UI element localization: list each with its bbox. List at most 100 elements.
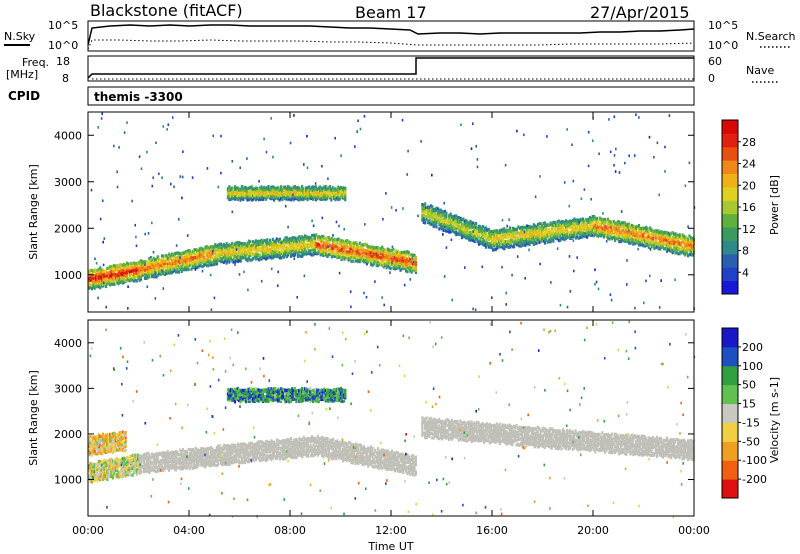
power-cell	[674, 235, 677, 239]
power-cell	[473, 239, 476, 244]
power-noise-cell	[463, 219, 466, 223]
power-cell	[545, 223, 548, 227]
power-cell	[222, 244, 225, 249]
power-noise-cell	[126, 121, 128, 124]
power-noise-cell	[99, 217, 102, 221]
power-cell	[619, 222, 622, 226]
power-cell	[205, 263, 208, 268]
power-cell	[439, 219, 442, 223]
power-cell	[311, 244, 314, 248]
power-cell	[386, 258, 389, 262]
power-cell	[337, 241, 340, 245]
power-cell	[333, 187, 336, 191]
power-cell	[458, 216, 461, 220]
power-cell	[402, 259, 405, 263]
power-cell	[594, 218, 597, 222]
power-cell	[118, 278, 122, 282]
power-cell	[236, 243, 239, 247]
power-cell	[95, 284, 98, 288]
power-cell	[668, 236, 671, 240]
velocity-cell	[107, 461, 110, 466]
power-cell	[294, 246, 297, 250]
power-cell	[228, 189, 231, 193]
power-cell	[197, 252, 200, 256]
power-cell	[354, 259, 357, 263]
power-cell	[175, 270, 178, 274]
power-cell	[499, 238, 502, 242]
velocity-cell	[132, 462, 136, 466]
power-cell	[639, 240, 642, 244]
power-cell	[517, 240, 520, 244]
power-cell	[239, 246, 242, 250]
velocity-cell	[148, 464, 151, 468]
power-cell	[203, 248, 206, 252]
velocity-cell	[113, 471, 116, 475]
power-cell	[287, 253, 290, 257]
power-cell	[314, 196, 317, 200]
power-cell	[594, 231, 597, 235]
power-cell	[146, 260, 150, 264]
power-cell	[298, 239, 301, 243]
power-cell	[681, 239, 684, 244]
velocity-cell	[123, 440, 126, 445]
power-cell	[503, 232, 506, 236]
power-cell	[622, 230, 625, 235]
power-cell	[348, 240, 352, 244]
velocity-cell	[114, 468, 117, 472]
power-cell	[470, 221, 473, 225]
power-cell	[625, 228, 628, 232]
power-cell	[285, 255, 288, 259]
power-cell	[649, 238, 652, 242]
power-cell	[299, 242, 302, 246]
velocity-cell	[145, 460, 148, 464]
power-cell	[222, 243, 225, 247]
power-cell	[283, 243, 286, 247]
power-cell	[639, 230, 642, 235]
power-cell	[371, 245, 374, 249]
power-cell	[389, 256, 392, 260]
power-cell	[452, 221, 455, 225]
power-cell	[632, 242, 635, 246]
power-cell	[299, 191, 302, 195]
power-cell	[500, 230, 503, 234]
power-cell	[347, 256, 350, 260]
power-cell	[252, 248, 255, 252]
power-cell	[156, 264, 159, 268]
power-cell	[543, 228, 547, 232]
power-cell	[527, 242, 530, 246]
power-cell	[219, 259, 223, 263]
power-cell	[340, 186, 343, 190]
power-cell	[361, 249, 364, 253]
power-cell	[324, 197, 327, 201]
power-cell	[274, 250, 277, 254]
power-cell	[332, 254, 335, 258]
velocity-cell	[111, 476, 114, 480]
power-cell	[282, 192, 285, 197]
power-cell	[353, 250, 356, 254]
power-cell	[451, 225, 454, 229]
power-cell	[314, 198, 317, 202]
velocity-cell	[90, 453, 93, 457]
power-cell	[590, 227, 593, 231]
power-cell	[590, 216, 593, 221]
power-cell	[233, 195, 237, 199]
power-cell	[168, 266, 171, 270]
power-cell	[560, 236, 563, 241]
velocity-cell	[107, 459, 110, 463]
power-cell	[186, 261, 189, 266]
power-cell	[528, 225, 531, 229]
power-cell	[405, 256, 408, 260]
velocity-cell	[117, 463, 120, 467]
power-cell	[600, 225, 603, 229]
power-noise-cell	[217, 185, 220, 189]
velocity-cell	[123, 456, 126, 460]
power-cell	[535, 237, 538, 242]
power-cell	[492, 248, 495, 252]
power-noise-cell	[506, 224, 508, 228]
power-cell	[553, 222, 556, 227]
power-cell	[670, 239, 673, 243]
power-cell	[275, 189, 278, 193]
power-cell	[284, 239, 287, 243]
power-cell	[487, 227, 490, 231]
